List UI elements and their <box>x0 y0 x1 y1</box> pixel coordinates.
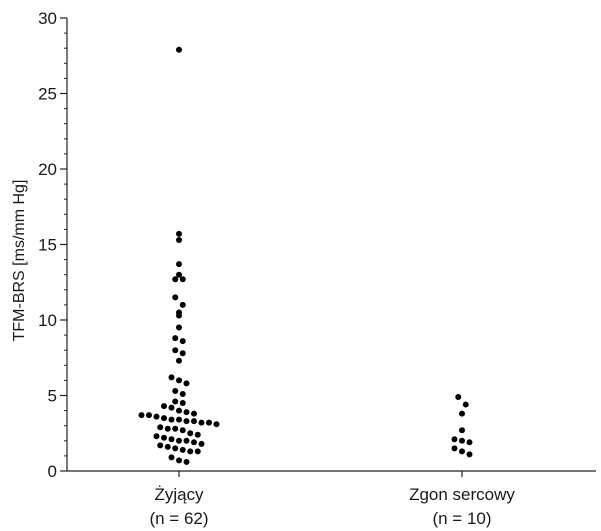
data-point <box>176 46 182 53</box>
data-point <box>176 230 182 237</box>
data-point <box>153 413 160 420</box>
data-point <box>462 401 469 408</box>
data-point <box>459 437 465 444</box>
data-point <box>176 457 182 464</box>
data-point <box>194 448 201 455</box>
data-point <box>176 261 182 268</box>
data-point <box>191 418 197 425</box>
data-point <box>179 338 186 345</box>
data-point <box>168 374 175 381</box>
data-point <box>172 398 179 405</box>
data-point <box>176 357 182 364</box>
data-point <box>451 436 458 443</box>
data-point <box>176 377 182 384</box>
data-point <box>176 312 182 319</box>
x-category-count: (n = 10) <box>432 509 491 528</box>
data-point <box>194 431 201 438</box>
data-point <box>191 439 197 446</box>
data-point <box>183 380 190 387</box>
data-point <box>168 404 175 411</box>
data-point <box>161 434 167 441</box>
data-point <box>183 409 190 416</box>
data-point <box>176 324 182 331</box>
data-point <box>459 427 465 434</box>
data-point <box>172 276 179 283</box>
data-point <box>168 436 175 443</box>
data-point <box>176 416 182 423</box>
data-point <box>459 410 465 417</box>
data-point <box>172 445 179 452</box>
y-tick-label: 30 <box>38 9 57 28</box>
data-point <box>161 403 167 410</box>
data-point <box>198 440 205 447</box>
data-point <box>164 425 171 432</box>
data-point <box>146 412 152 419</box>
data-point <box>191 410 197 417</box>
data-point <box>176 437 182 444</box>
data-point <box>179 446 186 453</box>
data-point <box>466 439 473 446</box>
data-point <box>157 424 164 431</box>
data-points <box>138 46 473 465</box>
y-tick-label: 10 <box>38 311 57 330</box>
data-point <box>179 301 186 308</box>
x-category-label: Żyjący <box>154 485 204 504</box>
data-point <box>179 400 186 407</box>
data-point <box>172 335 179 342</box>
axes <box>60 17 596 477</box>
data-point <box>161 415 167 422</box>
data-point <box>164 443 171 450</box>
data-point <box>179 427 186 434</box>
x-category-count: (n = 62) <box>149 509 208 528</box>
data-point <box>206 419 212 426</box>
y-axis-title: TFM-BRS [ms/mm Hg] <box>11 180 28 342</box>
data-point <box>183 458 190 465</box>
data-point <box>183 418 190 425</box>
data-point <box>451 445 458 452</box>
data-point <box>187 430 194 437</box>
data-point <box>176 407 182 414</box>
data-point <box>153 433 160 440</box>
data-point <box>179 276 186 283</box>
data-point <box>172 387 179 394</box>
data-point <box>213 421 220 428</box>
data-point <box>157 442 164 449</box>
data-point <box>466 451 473 458</box>
data-point <box>176 271 182 278</box>
data-point <box>187 448 194 455</box>
data-point <box>172 294 179 301</box>
data-point <box>168 416 175 423</box>
data-point <box>168 454 175 461</box>
y-tick-label: 5 <box>48 387 57 406</box>
data-point <box>172 425 179 432</box>
data-point <box>455 394 462 401</box>
data-point <box>198 419 205 426</box>
x-category-label: Zgon sercowy <box>409 485 515 504</box>
data-point <box>176 236 182 243</box>
y-tick-label: 20 <box>38 160 57 179</box>
axis-labels: 0 5 10 15 20 25 30 Żyjący (n = 62) Zgon sercowy (n… <box>11 9 515 528</box>
y-tick-label: 0 <box>48 462 57 481</box>
data-point <box>138 412 145 419</box>
y-tick-label: 25 <box>38 85 57 104</box>
data-point <box>183 437 190 444</box>
data-point <box>459 448 465 455</box>
data-point <box>172 347 179 354</box>
data-point <box>179 350 186 357</box>
data-point <box>179 390 186 397</box>
y-tick-label: 15 <box>38 236 57 255</box>
